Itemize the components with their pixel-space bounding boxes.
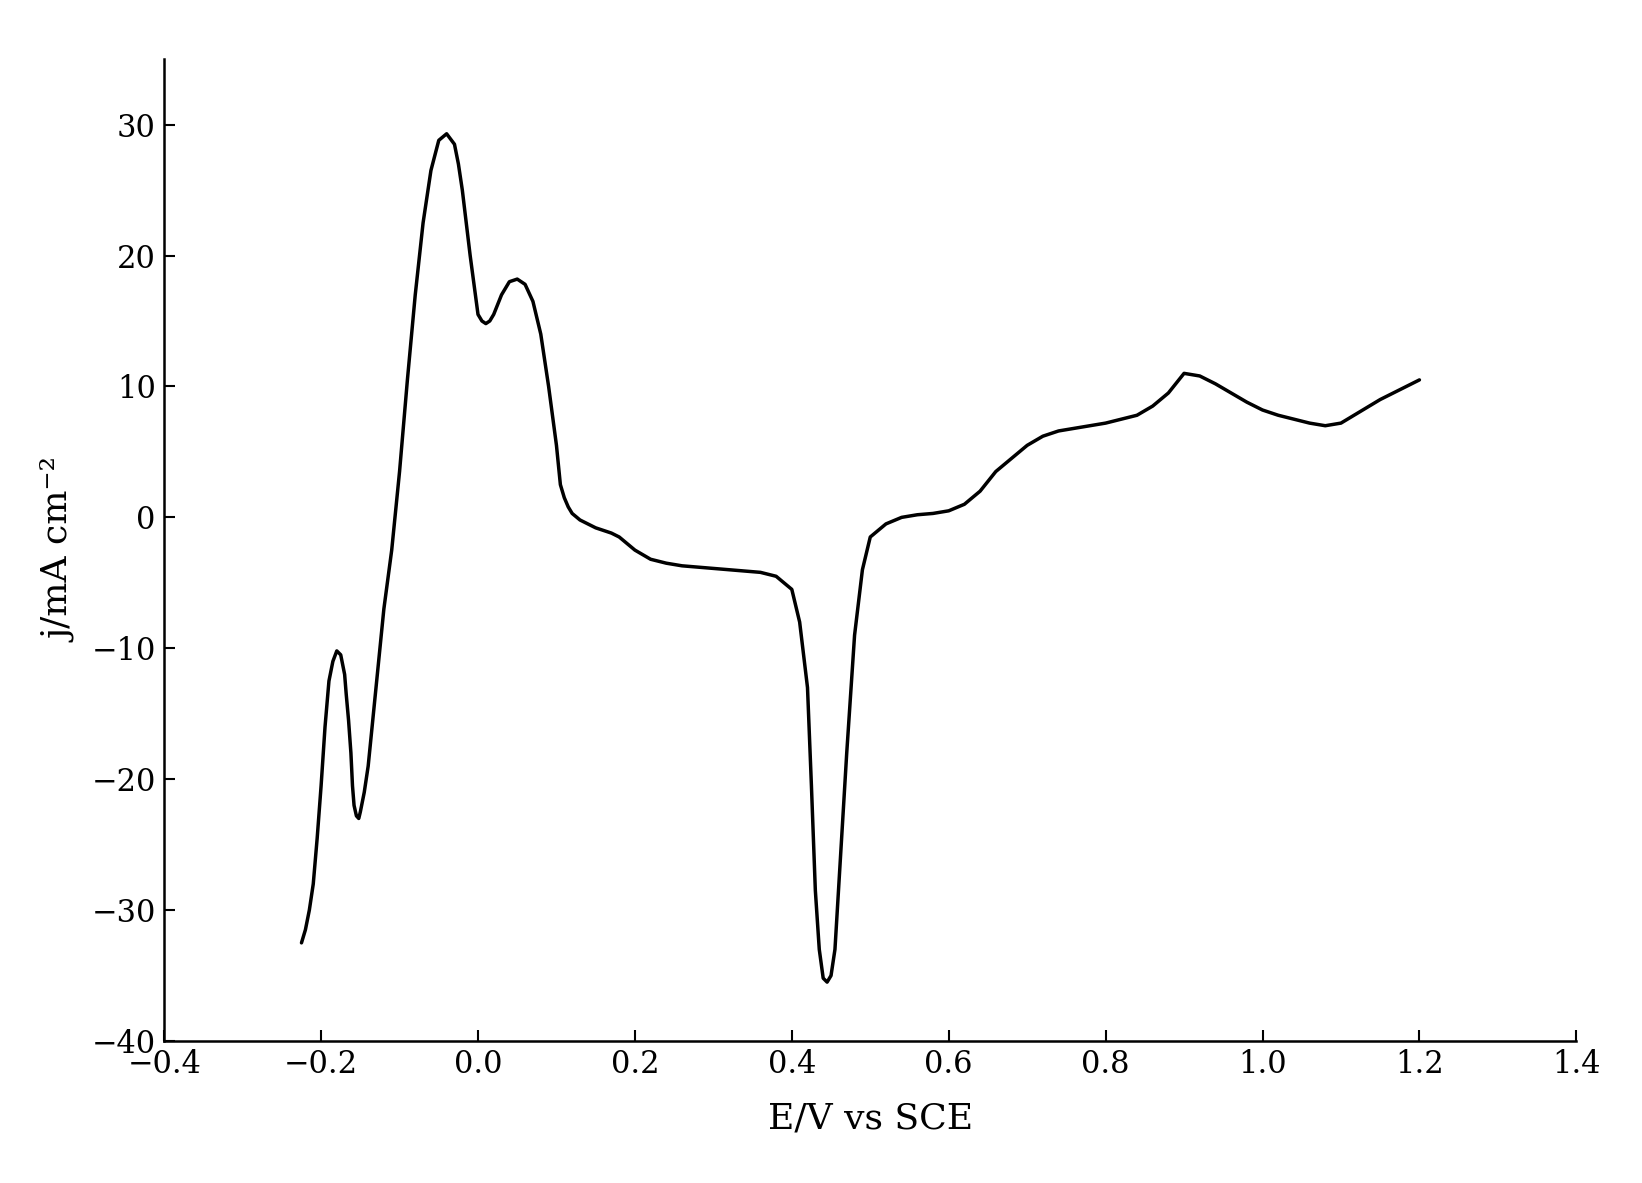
X-axis label: E/V vs SCE: E/V vs SCE xyxy=(768,1101,972,1136)
Y-axis label: j/mA cm⁻²: j/mA cm⁻² xyxy=(43,459,77,641)
